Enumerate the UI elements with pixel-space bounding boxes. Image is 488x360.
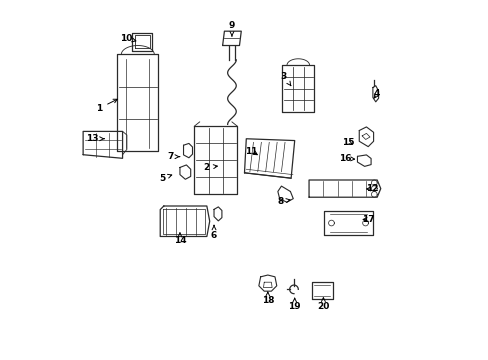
Text: 20: 20 — [317, 298, 329, 311]
Text: 14: 14 — [173, 233, 186, 246]
Text: 7: 7 — [167, 152, 180, 161]
Text: 2: 2 — [203, 163, 217, 172]
Text: 19: 19 — [288, 298, 301, 311]
Text: 17: 17 — [361, 215, 374, 224]
Text: 4: 4 — [373, 89, 380, 98]
Text: 11: 11 — [245, 147, 257, 156]
Text: 12: 12 — [365, 184, 377, 193]
Text: 1: 1 — [96, 99, 117, 113]
Text: 8: 8 — [277, 197, 289, 206]
Text: 3: 3 — [280, 72, 290, 86]
Text: 10: 10 — [120, 34, 136, 43]
Text: 6: 6 — [210, 225, 217, 240]
Text: 9: 9 — [228, 21, 235, 36]
Text: 16: 16 — [338, 154, 354, 163]
Text: 15: 15 — [342, 138, 354, 147]
Text: 5: 5 — [159, 174, 171, 183]
Text: 13: 13 — [86, 134, 104, 143]
Text: 18: 18 — [261, 292, 273, 305]
